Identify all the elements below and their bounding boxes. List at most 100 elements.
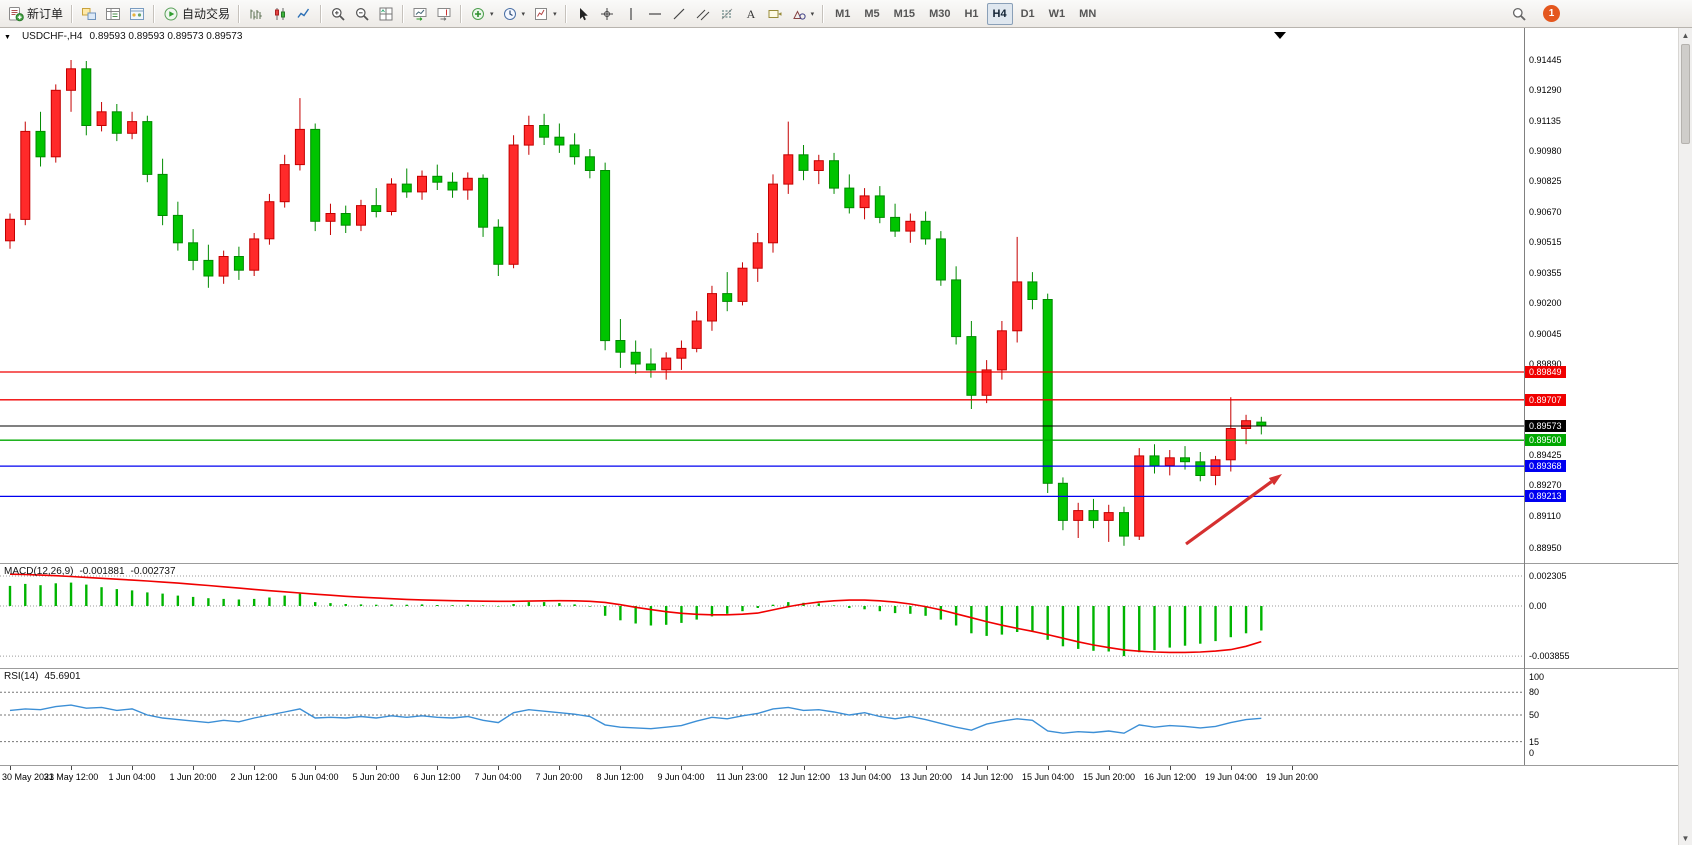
templates-icon [535,7,548,20]
candle [264,193,275,245]
timeframe-button-mn[interactable]: MN [1079,7,1097,20]
toolbar-right: 1 [1507,2,1560,26]
candle [356,199,366,232]
pane-splitter[interactable] [0,668,1678,669]
zoom-out-button[interactable] [350,2,374,26]
vertical-line-button[interactable] [619,2,643,26]
crosshair-button[interactable] [595,2,619,26]
price-axis-label: 0.90045 [1529,329,1562,339]
cursor-button[interactable] [571,2,595,26]
candle [233,246,244,280]
shift-marker-icon[interactable] [1274,32,1286,39]
toolbar: 新订单 自动交易 ▾ ▾ ▾ A ▾ M1 M5 M15 M30 H1 H4 D1 W1 MN 1 [0,0,1692,28]
date-label: 19 Jun 04:00 [1204,772,1258,782]
price-axis-label: 0.89110 [1529,511,1561,521]
date-tick [681,766,682,770]
candle [1119,506,1129,546]
timeframe-button-m1[interactable]: M1 [835,7,851,20]
toolbar-separator [238,4,241,23]
price-marker-0.89849: 0.89849 [1525,366,1566,378]
periods-button[interactable]: ▾ [498,2,530,26]
label-button[interactable] [763,2,787,26]
date-tick [132,766,133,770]
scroll-up-icon[interactable]: ▲ [1681,30,1690,40]
date-label: 13 Jun 20:00 [899,772,953,782]
fibonacci-button[interactable] [715,2,739,26]
toolbar-separator [564,4,567,23]
date-label: 8 Jun 12:00 [596,772,644,782]
candle [951,266,962,345]
timeframe-button-m30[interactable]: M30 [929,7,951,20]
candle [1241,414,1252,445]
text-button[interactable]: A [739,2,763,26]
chevron-down-icon: ▾ [490,10,494,18]
candle [874,186,885,224]
bar-chart-button[interactable] [244,2,268,26]
auto-scroll-button[interactable] [408,2,432,26]
date-tick [804,766,805,770]
candle [768,174,778,253]
zoom-in-button[interactable] [326,2,350,26]
chart-shift-button[interactable] [432,2,456,26]
chart-area[interactable]: USDCHF-,H4 0.89593 0.89593 0.89573 0.8957… [0,28,1692,845]
trend-arrow[interactable] [1185,480,1273,546]
timeframe-button-m5[interactable]: M5 [864,7,880,20]
shapes-icon [792,9,806,20]
chart-ohlc: 0.89593 0.89593 0.89573 0.89573 [89,31,243,42]
notification-badge[interactable]: 1 [1543,5,1560,22]
date-label: 2 Jun 12:00 [230,772,278,782]
timeframe-button-m15[interactable]: M15 [893,7,916,20]
candle [5,213,15,249]
tile-windows-button[interactable] [77,2,101,26]
chart-title: USDCHF-,H4 0.89593 0.89593 0.89573 0.8957… [4,31,249,42]
candlestick-chart-button[interactable] [268,2,292,26]
date-label: 1 Jun 04:00 [108,772,156,782]
trend-arrow-head[interactable] [1268,474,1282,486]
scrollbar-thumb[interactable] [1681,44,1690,144]
tile-charts-button[interactable] [374,2,398,26]
price-marker-0.89368: 0.89368 [1525,460,1566,472]
candle [661,352,672,380]
cursor-icon [579,7,588,20]
shapes-button[interactable]: ▾ [787,2,819,26]
toolbar-separator [822,4,825,23]
candle [401,168,412,198]
market-watch-button[interactable] [101,2,125,26]
line-chart-button[interactable] [292,2,316,26]
search-button[interactable] [1507,2,1531,26]
templates-button[interactable]: ▾ [529,2,561,26]
macd-axis-label: 0.00 [1529,601,1547,611]
rsi-pane[interactable] [0,669,1524,765]
chevron-down-icon: ▾ [553,10,557,18]
pane-splitter[interactable] [0,563,1678,564]
candle [218,250,229,284]
profiles-button[interactable] [125,2,149,26]
horizontal-line-button[interactable] [643,2,667,26]
macd-pane[interactable] [0,564,1524,668]
new-order-button[interactable]: 新订单 [4,2,67,26]
candle [554,123,565,153]
toolbar-separator [153,4,156,23]
candle [188,229,199,271]
timeframe-button-h4[interactable]: H4 [986,2,1013,25]
search-icon [1512,7,1526,21]
scroll-down-icon[interactable]: ▼ [1681,833,1690,843]
trendline-button[interactable] [667,2,691,26]
text-icon: A [746,7,755,21]
auto-trading-button[interactable]: 自动交易 [159,2,234,26]
timeframe-button-d1[interactable]: D1 [1020,7,1035,20]
vertical-scrollbar[interactable]: ▲ ▼ [1678,28,1692,845]
timeframe-button-h1[interactable]: H1 [964,7,979,20]
date-tick [620,766,621,770]
rsi-axis-label: 100 [1529,672,1545,682]
candle [279,154,290,208]
timeframe-button-w1[interactable]: W1 [1048,7,1066,20]
indicators-button[interactable]: ▾ [466,2,498,26]
price-axis: 0.91445 0.91290 0.91135 0.90980 0.90825 0.906… [1525,28,1678,784]
price-marker-0.89707: 0.89707 [1525,394,1566,406]
tile-charts-icon [379,7,393,20]
channel-button[interactable] [691,2,715,26]
main-chart-pane[interactable] [0,28,1524,563]
date-label: 13 Jun 04:00 [838,772,892,782]
symbol-list-icon[interactable] [4,31,15,42]
